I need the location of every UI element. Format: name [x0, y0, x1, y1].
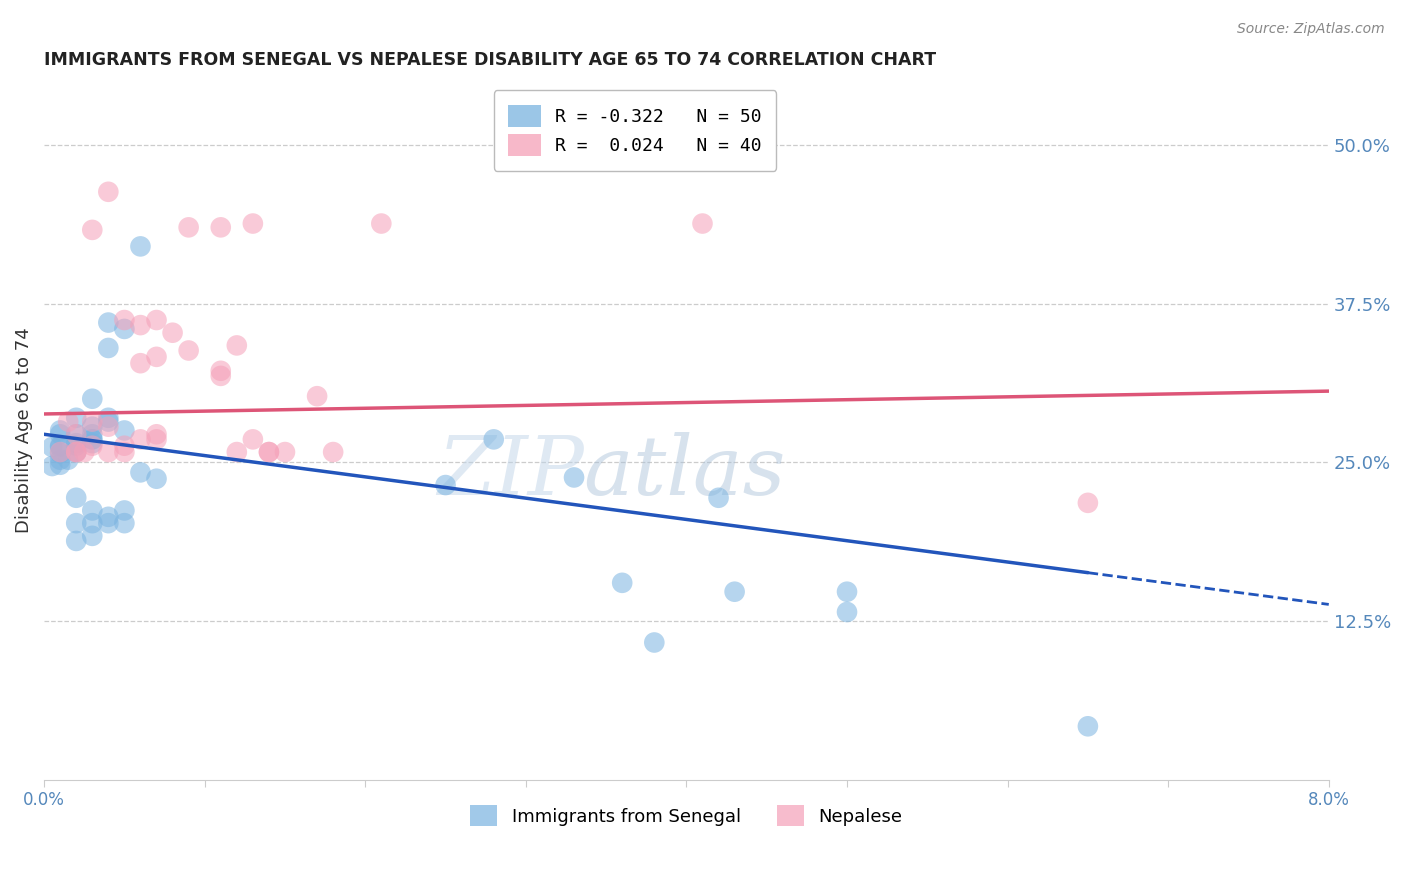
Point: [65, 427, 87, 442]
Point: [145, 472, 167, 486]
Point: [145, 350, 167, 364]
Point: [322, 445, 344, 459]
Point: [65, 436, 87, 450]
Point: [177, 343, 200, 358]
Point: [177, 220, 200, 235]
Point: [97, 415, 120, 429]
Point: [97, 445, 120, 459]
Point: [82, 415, 104, 429]
Point: [82, 392, 104, 406]
Point: [82, 433, 104, 447]
Point: [723, 584, 745, 599]
Point: [307, 389, 329, 403]
Point: [65, 445, 87, 459]
Point: [209, 368, 232, 383]
Point: [97, 185, 120, 199]
Point: [65, 491, 87, 505]
Point: [129, 433, 152, 447]
Point: [257, 445, 280, 459]
Point: [97, 410, 120, 425]
Y-axis label: Disability Age 65 to 74: Disability Age 65 to 74: [15, 327, 32, 533]
Point: [49, 446, 72, 460]
Point: [65, 439, 87, 453]
Point: [112, 322, 135, 336]
Point: [162, 326, 184, 340]
Point: [643, 635, 665, 649]
Point: [835, 584, 858, 599]
Point: [65, 427, 87, 442]
Text: Source: ZipAtlas.com: Source: ZipAtlas.com: [1237, 22, 1385, 37]
Point: [58, 452, 80, 467]
Point: [49, 452, 72, 467]
Point: [82, 439, 104, 453]
Point: [49, 458, 72, 472]
Point: [65, 410, 87, 425]
Point: [112, 313, 135, 327]
Point: [65, 533, 87, 548]
Text: ZIP: ZIP: [437, 433, 583, 512]
Point: [49, 424, 72, 438]
Point: [73, 445, 96, 459]
Point: [129, 239, 152, 253]
Point: [82, 419, 104, 434]
Point: [692, 217, 714, 231]
Point: [112, 424, 135, 438]
Point: [49, 439, 72, 453]
Point: [274, 445, 297, 459]
Text: IMMIGRANTS FROM SENEGAL VS NEPALESE DISABILITY AGE 65 TO 74 CORRELATION CHART: IMMIGRANTS FROM SENEGAL VS NEPALESE DISA…: [44, 51, 936, 69]
Point: [82, 503, 104, 517]
Point: [82, 436, 104, 450]
Point: [482, 433, 505, 447]
Point: [129, 466, 152, 480]
Point: [82, 529, 104, 543]
Point: [49, 440, 72, 454]
Point: [707, 491, 730, 505]
Point: [49, 445, 72, 459]
Point: [58, 415, 80, 429]
Point: [82, 433, 104, 447]
Point: [97, 419, 120, 434]
Point: [835, 605, 858, 619]
Point: [612, 575, 634, 590]
Point: [82, 427, 104, 442]
Point: [434, 478, 457, 492]
Point: [112, 445, 135, 459]
Point: [242, 433, 264, 447]
Point: [41, 440, 63, 454]
Point: [65, 445, 87, 459]
Point: [65, 516, 87, 531]
Point: [97, 516, 120, 531]
Point: [145, 313, 167, 327]
Point: [49, 427, 72, 442]
Point: [562, 470, 585, 484]
Point: [65, 445, 87, 459]
Point: [82, 223, 104, 237]
Point: [145, 433, 167, 447]
Point: [129, 318, 152, 332]
Point: [112, 516, 135, 531]
Text: atlas: atlas: [583, 433, 786, 512]
Point: [242, 217, 264, 231]
Point: [112, 503, 135, 517]
Point: [1077, 496, 1099, 510]
Point: [257, 445, 280, 459]
Point: [209, 220, 232, 235]
Point: [97, 316, 120, 330]
Point: [370, 217, 392, 231]
Point: [82, 516, 104, 531]
Point: [209, 364, 232, 378]
Point: [225, 338, 247, 352]
Point: [41, 458, 63, 473]
Point: [97, 509, 120, 524]
Point: [145, 427, 167, 442]
Point: [97, 341, 120, 355]
Point: [225, 445, 247, 459]
Point: [112, 439, 135, 453]
Legend: Immigrants from Senegal, Nepalese: Immigrants from Senegal, Nepalese: [463, 798, 910, 833]
Point: [1077, 719, 1099, 733]
Point: [129, 356, 152, 370]
